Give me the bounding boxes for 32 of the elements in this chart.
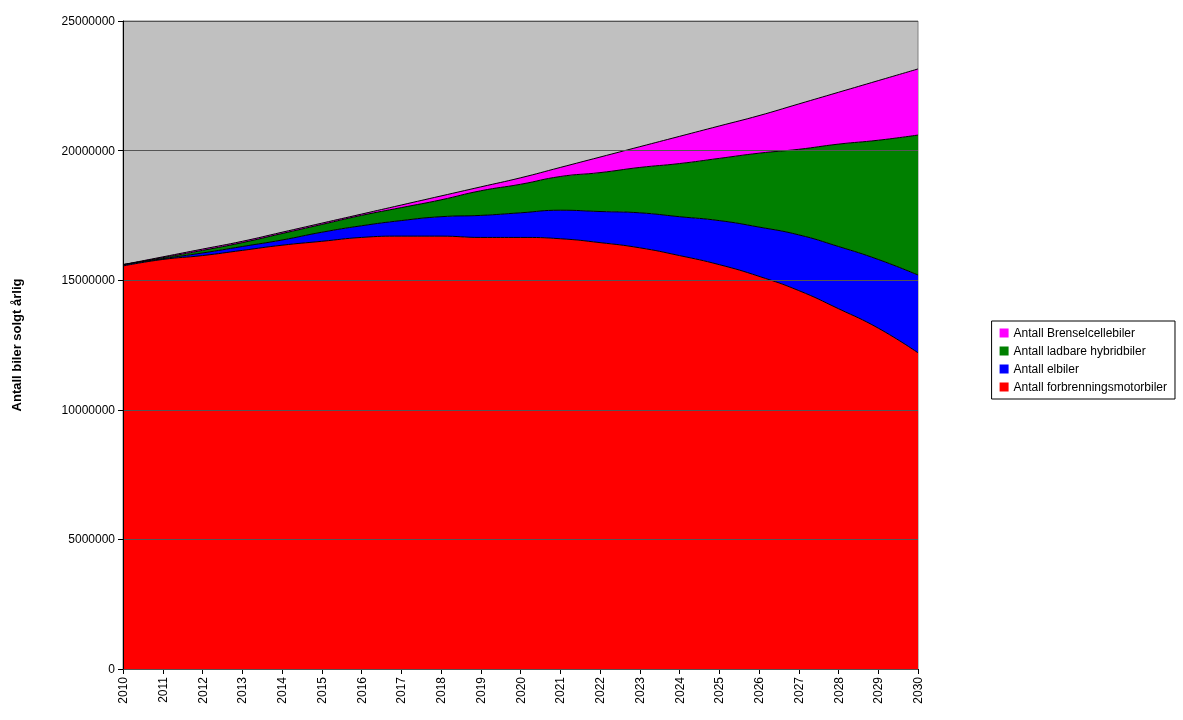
- x-tick-label: 2015: [314, 676, 329, 704]
- x-tick-label: 2018: [434, 676, 448, 704]
- x-tick-label: 2021: [553, 676, 568, 704]
- y-tick-label: 0: [108, 662, 116, 676]
- legend-label: Antall ladbare hybridbiler: [1013, 344, 1146, 358]
- x-tick-label: 2027: [791, 676, 806, 704]
- x-tick-label: 2011: [155, 676, 170, 703]
- x-tick-label: 2010: [116, 676, 130, 704]
- x-tick-label: 2013: [235, 676, 250, 704]
- x-tick-label: 2016: [354, 676, 369, 704]
- x-tick-label: 2023: [632, 676, 647, 704]
- x-tick-label: 2014: [275, 676, 289, 704]
- y-axis-title: Antall biler solgt årlig: [9, 278, 24, 412]
- x-tick-label: 2020: [513, 676, 528, 704]
- y-tick-label: 15000000: [61, 273, 116, 288]
- x-tick-label: 2012: [195, 676, 210, 704]
- y-tick-label: 10000000: [61, 402, 116, 417]
- y-tick-label: 5000000: [68, 532, 116, 547]
- x-tick-label: 2029: [871, 676, 886, 704]
- x-tick-label: 2024: [672, 676, 687, 704]
- x-tick-label: 2017: [394, 676, 409, 704]
- legend-label: Antall elbiler: [1013, 362, 1079, 376]
- x-tick-label: 2025: [712, 676, 727, 704]
- x-tick-label: 2026: [752, 676, 766, 704]
- x-tick-label: 2028: [831, 676, 846, 704]
- x-tick-label: 2019: [473, 676, 488, 704]
- x-tick-label: 2022: [593, 676, 607, 704]
- legend-label: Antall forbrenningsmotorbiler: [1013, 380, 1168, 394]
- y-tick-label: 25000000: [61, 14, 116, 28]
- legend-label: Antall Brenselcellebiler: [1013, 326, 1135, 340]
- x-tick-label: 2030: [911, 676, 925, 704]
- y-tick-label: 20000000: [61, 143, 116, 158]
